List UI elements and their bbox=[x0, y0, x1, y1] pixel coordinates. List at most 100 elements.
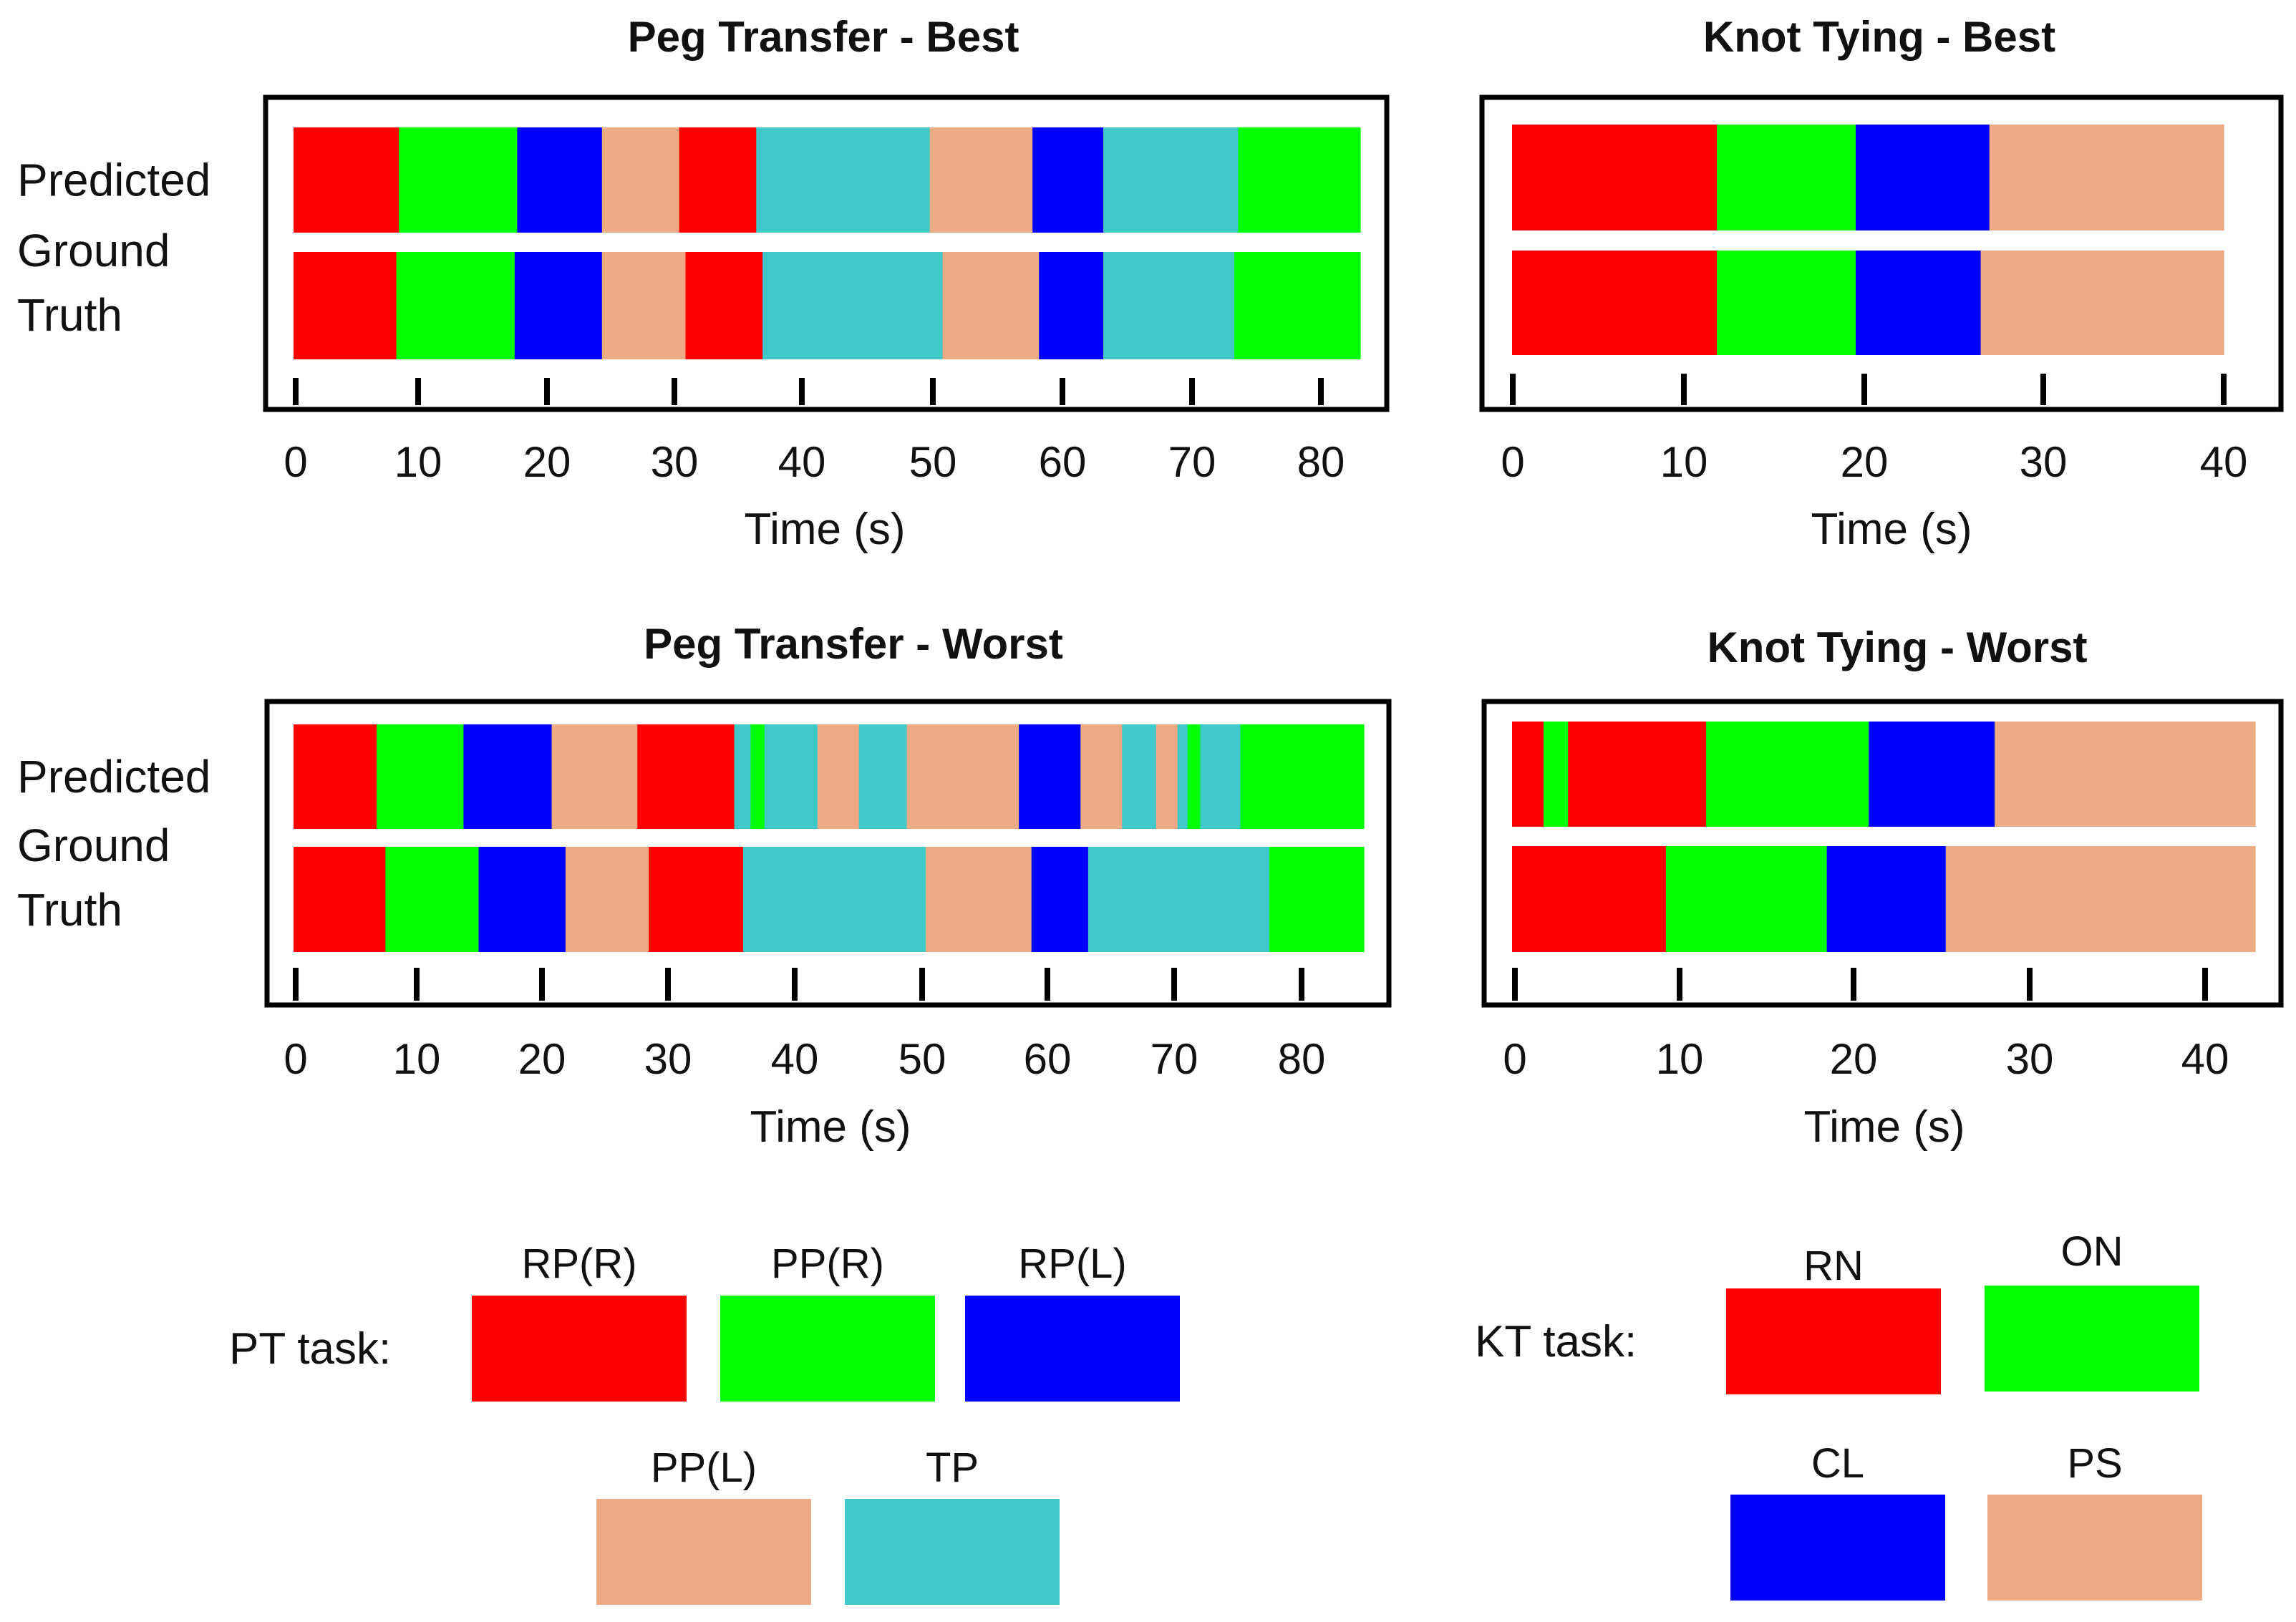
x-tick-label: 70 bbox=[1151, 1035, 1198, 1083]
segment-rn bbox=[1512, 251, 1718, 355]
x-tick-label: 50 bbox=[909, 438, 957, 486]
segment-tp bbox=[742, 847, 926, 952]
segment-ppr bbox=[399, 127, 518, 233]
x-tick-label: 40 bbox=[778, 438, 826, 486]
x-tick-label: 30 bbox=[2020, 438, 2068, 486]
x-tick-label: 60 bbox=[1039, 438, 1087, 486]
segment-rpl bbox=[1039, 252, 1104, 359]
legend-label-ppr: PP(R) bbox=[771, 1240, 884, 1287]
segment-ppl bbox=[929, 127, 1033, 233]
segment-tp bbox=[756, 127, 931, 233]
segment-ppr bbox=[377, 724, 465, 829]
segment-rpl bbox=[1031, 847, 1089, 952]
x-tick-label: 20 bbox=[1830, 1035, 1878, 1083]
segment-on bbox=[1717, 251, 1856, 355]
segment-ppl bbox=[601, 252, 687, 359]
row-label-ground-truth: Ground Truth bbox=[17, 225, 170, 341]
x-tick-label: 20 bbox=[518, 1035, 566, 1083]
legend-label-on: ON bbox=[2061, 1228, 2123, 1275]
x-axis-label: Time (s) bbox=[750, 1102, 911, 1152]
segment-on bbox=[1706, 722, 1869, 827]
segment-on bbox=[1544, 722, 1569, 827]
panel-knot-tying-worst: Knot Tying - Worst 0 10 20 30 40 Time (s) bbox=[1481, 623, 2284, 1152]
x-tick-label: 0 bbox=[1503, 1035, 1526, 1083]
row-label-line: Truth bbox=[17, 884, 122, 936]
segment-ppl bbox=[601, 127, 680, 233]
x-tick-label: 10 bbox=[1656, 1035, 1704, 1083]
legend-swatch-rpl bbox=[965, 1296, 1180, 1402]
panel-peg-transfer-best: Peg Transfer - Best Predicted Ground Truth 0… bbox=[17, 13, 1390, 554]
panel-frame bbox=[264, 699, 1392, 1008]
segment-rpr bbox=[679, 127, 757, 233]
x-tick-label: 70 bbox=[1168, 438, 1216, 486]
legend-pt-title: PT task: bbox=[229, 1324, 391, 1374]
segment-ppl bbox=[942, 252, 1040, 359]
segment-ps bbox=[1995, 722, 2256, 827]
x-tick-label: 10 bbox=[393, 1035, 441, 1083]
segment-rpr bbox=[685, 252, 763, 359]
legend-swatch-ppr bbox=[720, 1296, 935, 1402]
segment-tp bbox=[764, 724, 818, 829]
segment-ppl bbox=[565, 847, 649, 952]
segment-rpl bbox=[463, 724, 553, 829]
x-axis-label: Time (s) bbox=[1804, 1102, 1965, 1152]
segment-tp bbox=[1200, 724, 1241, 829]
x-tick-label: 50 bbox=[898, 1035, 946, 1083]
segment-rn bbox=[1512, 846, 1667, 952]
x-tick-label: 0 bbox=[1501, 438, 1524, 486]
segment-rn bbox=[1512, 722, 1544, 827]
x-tick-label: 40 bbox=[2200, 438, 2248, 486]
segment-ppl bbox=[817, 724, 860, 829]
row-label-predicted: Predicted bbox=[17, 751, 210, 802]
segment-ppl bbox=[906, 724, 1019, 829]
x-tick-label: 0 bbox=[284, 1035, 307, 1083]
legend-swatch-ppl bbox=[596, 1499, 811, 1605]
legend-swatch-on bbox=[1985, 1286, 2199, 1392]
legend-pt-task: PT task: RP(R) PP(R) RP(L) PP(L) TP bbox=[229, 1240, 1180, 1605]
segment-tp bbox=[762, 252, 944, 359]
x-tick-label: 30 bbox=[651, 438, 699, 486]
segment-rn bbox=[1568, 722, 1707, 827]
x-tick-label: 40 bbox=[771, 1035, 819, 1083]
segment-ppr bbox=[1269, 847, 1365, 952]
segment-rpr bbox=[649, 847, 744, 952]
segment-rpr bbox=[294, 724, 377, 829]
legend-swatch-rn bbox=[1726, 1288, 1941, 1394]
segment-rpr bbox=[637, 724, 735, 829]
segment-rpl bbox=[1032, 127, 1104, 233]
x-tick-label: 30 bbox=[2006, 1035, 2054, 1083]
x-tick-label: 60 bbox=[1024, 1035, 1072, 1083]
x-axis-label: Time (s) bbox=[745, 505, 906, 554]
x-tick-label: 10 bbox=[394, 438, 442, 486]
panel-title: Knot Tying - Worst bbox=[1707, 623, 2087, 671]
row-predicted bbox=[294, 127, 1361, 233]
row-label-line: Ground bbox=[17, 225, 170, 276]
row-label-line: Ground bbox=[17, 820, 170, 871]
legend-label-rpl: RP(L) bbox=[1018, 1240, 1126, 1287]
segment-tp bbox=[1103, 252, 1235, 359]
segment-ppr bbox=[1234, 252, 1361, 359]
segment-tp bbox=[1122, 724, 1157, 829]
row-predicted bbox=[294, 724, 1365, 829]
x-tick-label: 20 bbox=[523, 438, 571, 486]
row-ground-truth bbox=[294, 252, 1361, 359]
segment-tp bbox=[1088, 847, 1270, 952]
segment-ppr bbox=[1187, 724, 1201, 829]
panel-frame bbox=[1479, 94, 2284, 412]
segment-cl bbox=[1826, 846, 1947, 952]
panel-knot-tying-best: Knot Tying - Best 0 10 20 30 40 Time (s) bbox=[1479, 13, 2284, 554]
segment-cl bbox=[1869, 722, 1995, 827]
x-axis-label: Time (s) bbox=[1811, 505, 1972, 554]
legend-kt-task: KT task: RN ON CL PS bbox=[1475, 1228, 2202, 1601]
row-label-predicted: Predicted bbox=[17, 155, 210, 206]
segment-rpl bbox=[1019, 724, 1081, 829]
legend-kt-title: KT task: bbox=[1475, 1317, 1637, 1366]
segment-ppl bbox=[551, 724, 638, 829]
x-tick-label: 80 bbox=[1297, 438, 1345, 486]
panel-title: Peg Transfer - Worst bbox=[644, 620, 1063, 668]
segment-on bbox=[1717, 125, 1856, 230]
legend-swatch-tp bbox=[845, 1499, 1060, 1605]
segment-ppr bbox=[385, 847, 480, 952]
segment-rpl bbox=[517, 127, 603, 233]
